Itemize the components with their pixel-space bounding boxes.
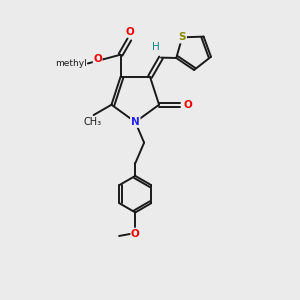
Text: O: O <box>131 229 140 238</box>
Text: H: H <box>152 42 160 52</box>
Text: CH₃: CH₃ <box>83 116 101 127</box>
Text: O: O <box>126 27 134 37</box>
Text: methyl: methyl <box>55 59 86 68</box>
Text: O: O <box>183 100 192 110</box>
Text: O: O <box>93 54 102 64</box>
Text: S: S <box>178 32 186 42</box>
Text: N: N <box>131 117 140 127</box>
